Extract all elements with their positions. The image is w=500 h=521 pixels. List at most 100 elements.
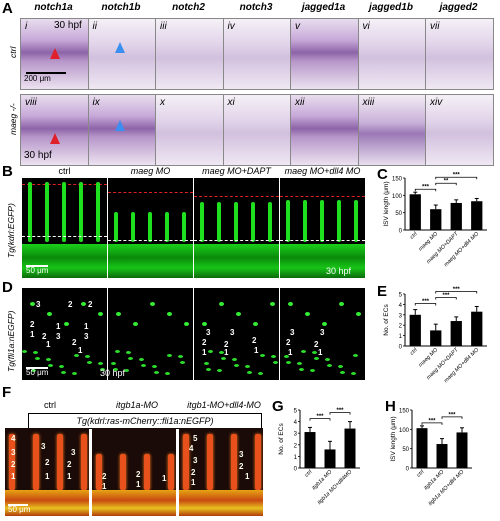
ec-number: 1: [102, 482, 107, 491]
ec-number: 2: [191, 468, 196, 477]
fluorescence-panel: 4 3 2 1 3 2 1 3 2 1: [5, 428, 89, 516]
nucleus: [98, 362, 103, 365]
y-axis-label: No. of ECs: [278, 423, 285, 455]
category-label: itgb1a MO+dll4 MO: [428, 469, 466, 507]
significance-bracket: [435, 297, 457, 300]
panel-roman-numeral: vii: [430, 21, 440, 32]
bar: [430, 209, 442, 230]
significance-bracket: [414, 303, 437, 306]
nucleus: [339, 302, 344, 306]
nucleus: [59, 365, 64, 368]
nucleus: [270, 302, 275, 306]
gene-label: jagged2: [439, 2, 478, 13]
y-tick-label: 100: [392, 194, 403, 200]
ec-number: 3: [206, 328, 211, 337]
ec-number: 2: [42, 332, 47, 341]
ec-number: 2: [72, 338, 77, 347]
y-tick-label: 150: [399, 409, 410, 415]
nucleus: [35, 357, 40, 360]
nucleus: [271, 355, 276, 358]
category-label: maeg MO+dll4 MO: [443, 347, 480, 384]
ec-number: 3: [193, 456, 198, 465]
column-title: maeg MO: [130, 166, 171, 176]
significance-bracket: [435, 291, 478, 294]
ec-number: 4: [189, 444, 194, 453]
bar: [304, 432, 316, 468]
ish-panel: vii: [425, 18, 494, 90]
ec-number: 1: [191, 478, 196, 487]
ec-number: 1: [224, 348, 229, 357]
vessel-sprout: [165, 212, 169, 242]
ec-number: 2: [314, 340, 319, 349]
nucleus: [245, 365, 250, 368]
bar: [450, 202, 462, 230]
vessel-sprout: [33, 434, 39, 490]
panel-roman-numeral: xii: [295, 97, 305, 108]
scale-text: 200 μm: [24, 74, 51, 83]
nucleus: [356, 312, 361, 316]
nucleus: [154, 371, 159, 374]
nucleus: [87, 361, 92, 364]
bar: [450, 321, 462, 346]
ec-number: 2: [68, 300, 73, 309]
nucleus: [273, 361, 278, 364]
significance-label: ***: [453, 287, 461, 293]
nucleus: [30, 302, 35, 306]
fluorescence-panel: [280, 178, 365, 278]
axial-vessels: [92, 490, 176, 516]
bar: [344, 428, 356, 468]
nucleus: [81, 302, 86, 306]
column-title: maeg MO+dll4 MO: [284, 166, 361, 176]
ec-number: 1: [45, 472, 50, 481]
nucleus: [258, 372, 263, 375]
vessel-sprout: [354, 200, 358, 242]
vessel-sprout: [96, 182, 100, 242]
ec-number: 3: [56, 332, 61, 341]
significance-bracket: [435, 176, 478, 180]
bar: [409, 314, 421, 346]
panel-roman-numeral: xi: [227, 97, 235, 108]
category-label: maeg MO+dll4 MO: [443, 231, 480, 268]
significance-bracket: [421, 422, 443, 425]
bar: [471, 311, 483, 346]
panel-label-f: F: [2, 384, 12, 401]
y-tick-label: 3: [399, 313, 403, 319]
vessel-sprout: [234, 202, 238, 242]
y-tick-label: 0: [399, 345, 403, 351]
y-tick-label: 5: [294, 409, 298, 415]
significance-bracket: [441, 416, 463, 419]
axial-vessels: [22, 244, 107, 278]
y-tick-label: 1: [294, 455, 298, 461]
vessel-sprout: [286, 200, 290, 242]
significance-bracket: [414, 188, 437, 192]
nucleus: [338, 365, 343, 368]
nucleus: [126, 351, 131, 354]
significance-label: ***: [448, 412, 456, 418]
gene-label: notch3: [239, 2, 273, 13]
scale-bar: [26, 72, 66, 74]
category-label: ctrl: [416, 469, 426, 479]
nucleus: [327, 364, 332, 367]
scale-text: 50 μm: [8, 505, 31, 514]
y-tick-label: 0: [406, 467, 410, 473]
nucleus: [325, 358, 330, 361]
significance-label: **: [444, 179, 449, 185]
vessel-sprout: [28, 182, 32, 242]
panel-roman-numeral: i: [25, 21, 28, 32]
scale-bar: [8, 504, 28, 506]
significance-label: ***: [442, 293, 450, 299]
nucleus: [184, 322, 189, 326]
nucleus: [85, 355, 90, 358]
ish-panel: vi: [357, 18, 427, 90]
axial-vessels: [194, 244, 279, 278]
arrowhead-icon: [50, 133, 60, 144]
y-tick-label: 5: [399, 293, 403, 299]
white-dashed-line: [22, 236, 107, 237]
ec-number: 3: [11, 448, 16, 457]
y-tick-label: 2: [399, 324, 403, 330]
panel-roman-numeral: iii: [160, 21, 167, 32]
ec-number: 1: [136, 480, 141, 489]
vessel-sprout: [131, 212, 135, 242]
